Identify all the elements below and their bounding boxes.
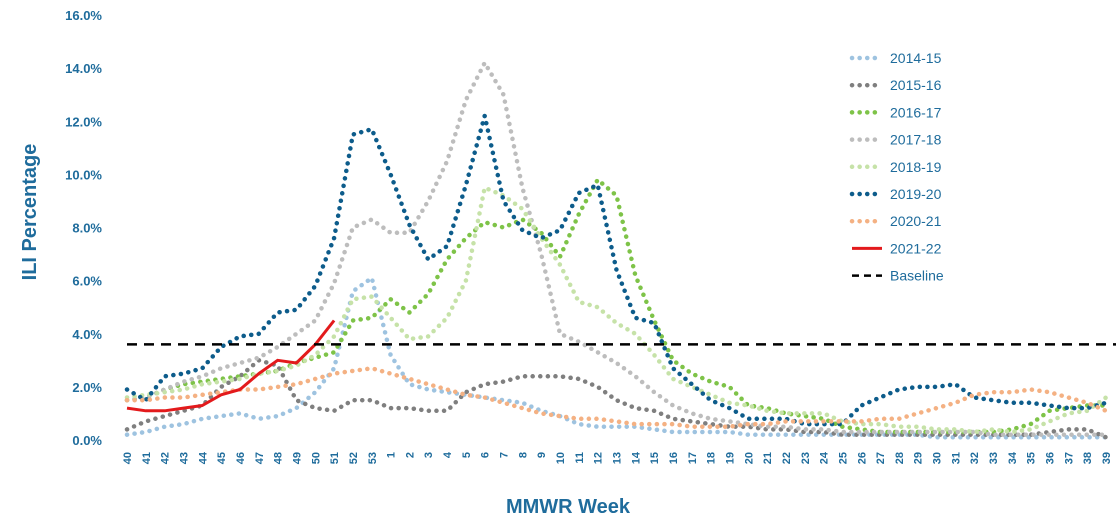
y-tick-label: 4.0% — [72, 327, 102, 342]
x-tick-label: 26 — [856, 452, 868, 464]
x-tick-label: 6 — [480, 452, 492, 458]
x-tick-label: 20 — [743, 452, 755, 464]
x-tick-label: 44 — [197, 451, 209, 464]
x-tick-label: 3 — [423, 452, 435, 458]
y-tick-label: 10.0% — [65, 167, 102, 182]
legend-label: 2017-18 — [890, 132, 942, 148]
x-tick-label: 47 — [254, 452, 266, 464]
x-tick-label: 12 — [593, 452, 605, 464]
series-line-2017-18 — [124, 60, 1109, 437]
x-tick-label: 34 — [1007, 451, 1019, 464]
x-tick-label: 11 — [574, 452, 586, 464]
x-tick-label: 30 — [932, 452, 944, 464]
legend-label: 2019-20 — [890, 186, 942, 202]
y-tick-label: 2.0% — [72, 380, 102, 395]
x-tick-label: 23 — [800, 452, 812, 464]
series-line-2020-21 — [124, 366, 1109, 429]
legend-label: 2016-17 — [890, 104, 942, 120]
x-tick-label: 53 — [367, 452, 379, 464]
x-tick-label: 41 — [141, 452, 153, 464]
legend-label: 2015-16 — [890, 77, 942, 93]
x-tick-label: 8 — [517, 452, 529, 458]
series-lines — [124, 60, 1109, 440]
y-tick-label: 0.0% — [72, 433, 102, 448]
x-tick-label: 25 — [837, 452, 849, 464]
x-tick-label: 36 — [1045, 452, 1057, 464]
x-tick-label: 51 — [329, 452, 341, 464]
x-tick-label: 43 — [178, 452, 190, 464]
legend: 2014-15 2015-16 2016-17 2017-18 2018-19 2019-… — [849, 50, 944, 284]
x-tick-label: 50 — [310, 452, 322, 464]
legend-label: 2021-22 — [890, 240, 942, 256]
y-tick-label: 8.0% — [72, 221, 102, 236]
x-tick-label: 10 — [555, 452, 567, 464]
y-axis-ticks: 0.0% 2.0% 4.0% 6.0% 8.0% 10.0% 12.0% 14.0% 16.0% — [65, 8, 102, 448]
x-tick-label: 16 — [668, 452, 680, 464]
x-tick-label: 22 — [781, 452, 793, 464]
x-tick-label: 52 — [348, 452, 360, 464]
x-tick-label: 27 — [875, 452, 887, 464]
x-tick-label: 14 — [630, 451, 642, 464]
x-tick-label: 49 — [291, 452, 303, 464]
x-tick-label: 28 — [894, 452, 906, 464]
x-tick-label: 19 — [724, 452, 736, 464]
legend-label: 2018-19 — [890, 159, 942, 175]
y-tick-label: 14.0% — [65, 61, 102, 76]
x-tick-label: 31 — [950, 452, 962, 464]
y-tick-label: 12.0% — [65, 114, 102, 129]
series-line-2016-17 — [124, 177, 1109, 435]
x-axis-title: MMWR Week — [506, 496, 631, 518]
x-tick-label: 29 — [913, 452, 925, 464]
x-tick-label: 42 — [160, 452, 172, 464]
y-tick-label: 6.0% — [72, 274, 102, 289]
series-line-2015-16 — [124, 358, 1109, 440]
x-tick-label: 37 — [1063, 452, 1075, 464]
x-tick-label: 45 — [216, 452, 228, 464]
series-line-2018-19 — [124, 185, 1109, 435]
series-line-2019-20 — [124, 113, 1109, 427]
series-line-2014-15 — [124, 275, 1109, 440]
x-tick-label: 40 — [122, 452, 134, 464]
x-tick-label: 13 — [612, 452, 624, 464]
x-tick-label: 9 — [536, 452, 548, 458]
x-tick-label: 39 — [1101, 452, 1113, 464]
x-tick-label: 4 — [442, 451, 454, 458]
x-axis-ticks: 40 41 42 43 44 45 46 47 48 49 50 51 52 53 1 2 3 4 5 6 7 8 9 10 1… — [122, 451, 1113, 464]
x-tick-label: 18 — [706, 452, 718, 464]
x-tick-label: 2 — [404, 452, 416, 458]
x-tick-label: 38 — [1082, 452, 1094, 464]
x-tick-label: 7 — [499, 452, 511, 458]
x-tick-label: 21 — [762, 452, 774, 464]
x-tick-label: 48 — [273, 452, 285, 464]
legend-label: 2020-21 — [890, 213, 942, 229]
y-axis-title: ILI Percentage — [19, 144, 41, 281]
x-tick-label: 32 — [969, 452, 981, 464]
x-tick-label: 24 — [819, 451, 831, 464]
x-tick-label: 17 — [687, 452, 699, 464]
x-tick-label: 33 — [988, 452, 1000, 464]
x-tick-label: 5 — [461, 452, 473, 458]
x-tick-label: 15 — [649, 452, 661, 464]
x-tick-label: 35 — [1026, 452, 1038, 464]
legend-label: 2014-15 — [890, 50, 942, 66]
series-line-2021-22 — [126, 319, 336, 413]
legend-label: Baseline — [890, 268, 944, 284]
y-tick-label: 16.0% — [65, 8, 102, 23]
x-tick-label: 1 — [386, 452, 398, 458]
x-tick-label: 46 — [235, 452, 247, 464]
